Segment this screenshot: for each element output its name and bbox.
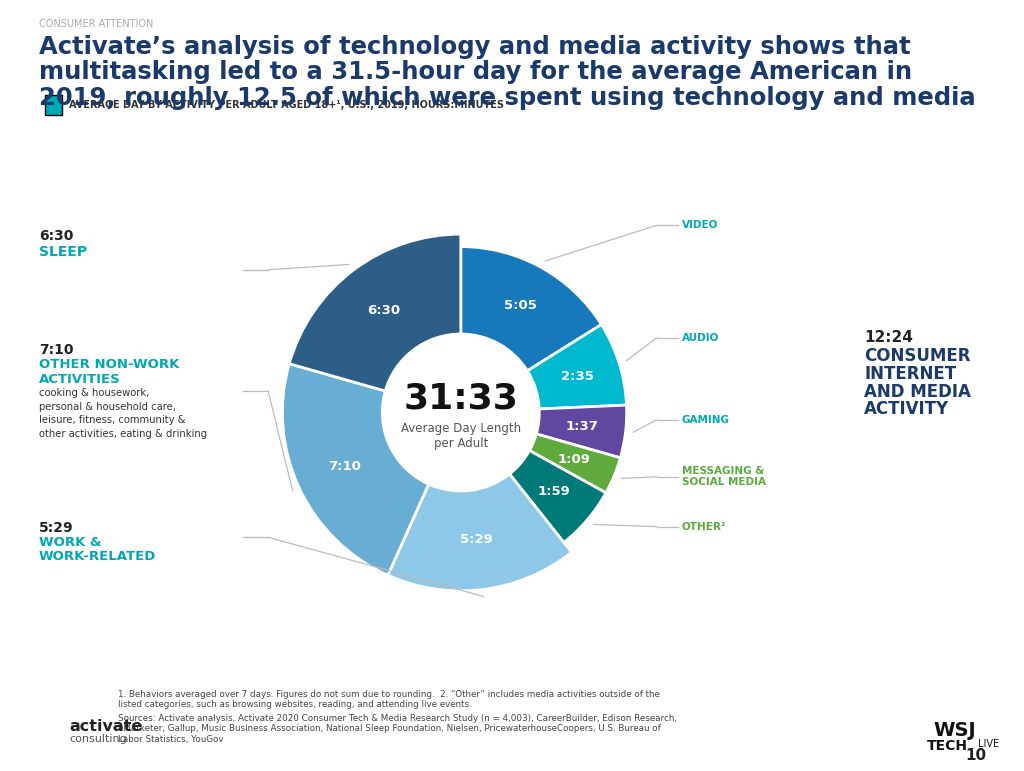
Text: ACTIVITIES: ACTIVITIES [39, 373, 121, 386]
Text: 1:09: 1:09 [557, 453, 590, 466]
Text: activate: activate [70, 719, 143, 733]
Text: 5:29: 5:29 [461, 534, 494, 547]
Wedge shape [388, 474, 571, 591]
Text: 5:29: 5:29 [39, 520, 74, 534]
Text: leisure, fitness, community &: leisure, fitness, community & [39, 416, 185, 426]
Text: CONSUMER: CONSUMER [864, 347, 971, 365]
Text: AUDIO: AUDIO [682, 332, 719, 342]
Text: OTHER²: OTHER² [682, 522, 726, 532]
FancyBboxPatch shape [45, 95, 61, 115]
Text: OTHER NON-WORK: OTHER NON-WORK [39, 359, 179, 372]
Text: LIVE: LIVE [978, 739, 999, 749]
Wedge shape [537, 405, 627, 458]
Wedge shape [289, 234, 461, 391]
Text: 31:33: 31:33 [403, 381, 518, 416]
Text: personal & household care,: personal & household care, [39, 402, 176, 412]
Wedge shape [283, 364, 429, 575]
Text: WSJ: WSJ [934, 721, 977, 740]
Text: VIDEO: VIDEO [682, 221, 719, 231]
Text: MESSAGING &
SOCIAL MEDIA: MESSAGING & SOCIAL MEDIA [682, 466, 766, 487]
Text: INTERNET: INTERNET [864, 365, 956, 383]
Text: 6:30: 6:30 [367, 304, 400, 317]
Text: AVERAGE DAY BY ACTIVITY PER ADULT AGED 18+¹, U.S., 2019, HOURS:MINUTES: AVERAGE DAY BY ACTIVITY PER ADULT AGED 1… [70, 100, 504, 109]
Text: other activities, eating & drinking: other activities, eating & drinking [39, 429, 207, 439]
Text: cooking & housework,: cooking & housework, [39, 388, 150, 398]
Text: 7:10: 7:10 [328, 460, 360, 473]
Text: 1:59: 1:59 [538, 485, 570, 498]
Text: 2:35: 2:35 [561, 369, 594, 382]
Wedge shape [510, 450, 606, 543]
Text: GAMING: GAMING [682, 415, 730, 425]
Text: consulting: consulting [70, 734, 127, 744]
Text: 6:30: 6:30 [39, 230, 74, 244]
Text: ACTIVITY: ACTIVITY [864, 400, 949, 419]
Text: 1:37: 1:37 [565, 420, 599, 433]
Text: 5:05: 5:05 [504, 299, 537, 312]
Wedge shape [529, 434, 621, 493]
Text: 2019, roughly 12.5 of which were spent using technology and media: 2019, roughly 12.5 of which were spent u… [39, 86, 976, 109]
Wedge shape [527, 325, 627, 409]
Text: SLEEP: SLEEP [39, 245, 87, 259]
Text: 12:24: 12:24 [864, 330, 913, 345]
Text: Average Day Length
per Adult: Average Day Length per Adult [400, 422, 521, 449]
Circle shape [382, 334, 540, 491]
Text: AND MEDIA: AND MEDIA [864, 382, 971, 401]
Text: 10: 10 [965, 748, 986, 763]
Text: 1. Behaviors averaged over 7 days. Figures do not sum due to rounding.  2. “Othe: 1. Behaviors averaged over 7 days. Figur… [118, 690, 659, 709]
Text: Activate’s analysis of technology and media activity shows that: Activate’s analysis of technology and me… [39, 35, 910, 59]
Text: WORK-RELATED: WORK-RELATED [39, 550, 157, 563]
Text: TECH: TECH [927, 739, 968, 752]
Text: 7:10: 7:10 [39, 343, 74, 357]
Text: WORK &: WORK & [39, 536, 101, 549]
Text: CONSUMER ATTENTION: CONSUMER ATTENTION [39, 19, 154, 29]
Text: multitasking led to a 31.5-hour day for the average American in: multitasking led to a 31.5-hour day for … [39, 60, 912, 84]
Text: Sources: Activate analysis, Activate 2020 Consumer Tech & Media Research Study (: Sources: Activate analysis, Activate 202… [118, 714, 677, 744]
Wedge shape [461, 247, 601, 371]
